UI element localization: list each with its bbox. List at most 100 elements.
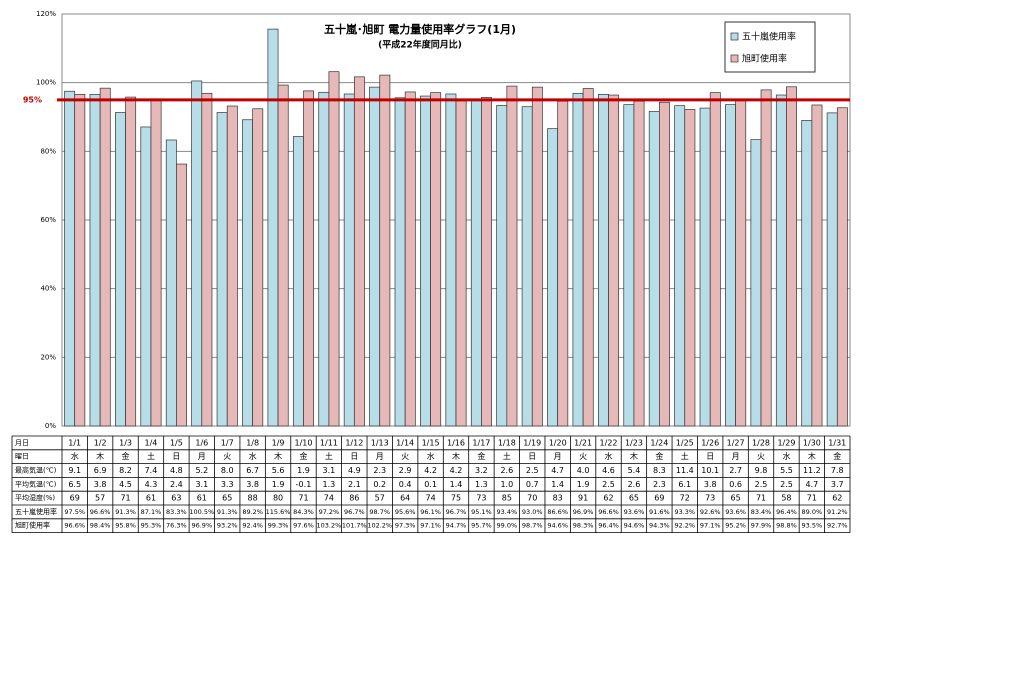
table-cell: 95.6% [395,508,416,516]
bar [760,89,772,427]
bar [191,80,203,427]
table-cell: 8.3 [653,466,666,475]
table-cell: 62 [603,494,613,503]
bar [216,112,228,427]
table-row-label: 平均気温(℃) [15,479,57,488]
table-cell: 83.4% [751,508,772,516]
table-cell: 0.2 [373,480,386,489]
table-cell: 1/25 [676,438,694,447]
table-cell: 2.6 [500,466,513,475]
bar [481,97,492,427]
table-cell: 93.0% [522,508,543,516]
table-cell: 1.4 [450,480,463,489]
table-cell: 99.3% [268,522,289,530]
bar [140,126,152,427]
table-cell: 3.8 [246,480,259,489]
bar [684,109,696,427]
chart-subtitle: (平成22年度同月比) [378,39,462,51]
table-cell: 70 [527,494,537,503]
table-cell: 4.2 [424,466,437,475]
table-cell: 3.3 [221,480,234,489]
bar [572,92,584,427]
table-cell: 93.6% [725,508,746,516]
bar [531,86,543,427]
table-cell: 94.7% [446,522,467,530]
table-cell: 金 [122,451,130,461]
table-cell: 83 [553,494,563,503]
table-cell: 1/7 [221,438,234,447]
bar [496,104,508,427]
bar [725,104,736,427]
table-cell: 1/4 [145,438,158,447]
bar [369,86,381,427]
table-row-label: 旭町使用率 [15,521,50,530]
table-cell: 1/13 [371,438,389,447]
table-row-label: 五十嵐使用率 [15,507,57,516]
table-cell: 72 [680,494,690,503]
bar [292,136,304,427]
table-cell: 0.7 [526,480,539,489]
table-cell: 月 [732,452,740,461]
table-cell: 1/29 [777,438,795,447]
table-cell: 1/11 [320,438,338,447]
table-cell: 3.7 [831,480,844,489]
table-cell: 土 [503,451,511,461]
bar [74,93,86,427]
table-cell: 3.1 [195,480,208,489]
table-cell: 1.4 [551,480,564,489]
y-tick-label: 40% [40,285,56,293]
bar [150,98,162,427]
bar [557,100,569,427]
bar [379,74,391,427]
table-cell: 金 [299,451,307,461]
table-cell: 6.9 [94,466,107,475]
bar [597,93,609,427]
table-cell: 101.7% [342,522,367,530]
bar [521,106,533,427]
bar [267,28,279,427]
table-cell: 1/19 [523,438,541,447]
table-cell: 1.9 [577,480,590,489]
table-cell: 95.8% [115,522,136,530]
table-cell: 69 [70,494,80,503]
bar [608,94,620,427]
table-cell: 95.2% [725,522,746,530]
bar [750,139,762,427]
table-row-label: 月日 [15,439,29,447]
table-cell: 1/17 [472,438,490,447]
table-cell: 6.7 [246,466,259,475]
table-cell: 64 [400,494,410,503]
table-cell: 71 [120,494,130,503]
table-cell: 61 [146,494,156,503]
table-cell: 91.3% [217,508,238,516]
table-cell: 1/21 [574,438,592,447]
table-cell: 1/12 [345,438,363,447]
bar [648,111,660,427]
table-cell: 100.5% [189,508,214,516]
table-cell: 95.1% [471,508,492,516]
table-cell: 95.7% [471,522,492,530]
table-cell: 93.5% [802,522,823,530]
table-cell: 8.0 [221,466,234,475]
table-cell: 98.3% [573,522,594,530]
bar [328,71,340,427]
reference-label: 95% [23,95,42,104]
table-cell: 99.0% [497,522,518,530]
table-cell: 95.3% [141,522,162,530]
table-cell: 1/10 [294,438,312,447]
table-cell: 3.1 [323,466,336,475]
table-cell: 1/27 [727,438,745,447]
table-cell: 1/26 [701,438,719,447]
table-cell: 1.9 [272,480,285,489]
bar [125,96,137,427]
table-cell: 65 [222,494,232,503]
table-cell: 4.5 [119,480,132,489]
table-cell: 73 [705,494,715,503]
table-cell: 1/5 [170,438,183,447]
table-cell: 1/2 [94,438,107,447]
table-cell: 火 [757,452,765,461]
table-cell: 水 [782,451,790,461]
table-cell: 3.8 [704,480,717,489]
table-cell: 98.7% [522,522,543,530]
